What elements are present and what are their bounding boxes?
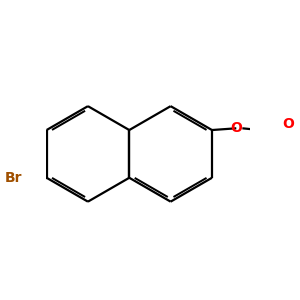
Text: O: O	[282, 117, 294, 131]
Text: O: O	[230, 121, 242, 135]
Circle shape	[253, 113, 268, 128]
Text: Br: Br	[5, 171, 22, 185]
Circle shape	[261, 103, 277, 119]
